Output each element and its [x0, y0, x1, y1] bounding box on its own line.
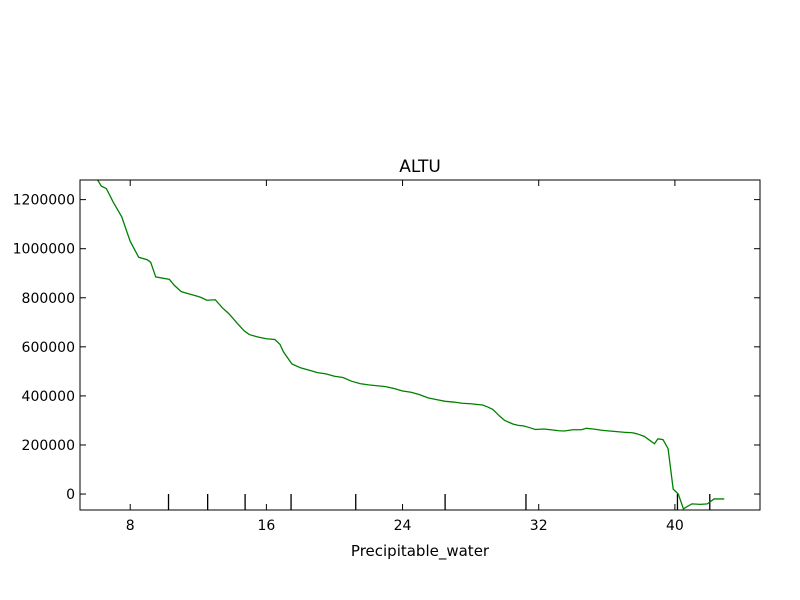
x-axis-label: Precipitable_water	[351, 542, 490, 561]
y-axis: 0 200000 400000 600000 800000 1000000 1200000	[13, 193, 760, 503]
y-tick-label: 0	[66, 487, 75, 503]
series-layer	[96, 180, 725, 510]
rug-ticks	[167, 494, 711, 510]
x-tick-label: 24	[394, 518, 412, 534]
y-tick-label: 800000	[22, 291, 75, 307]
y-tick-label: 1000000	[13, 242, 75, 258]
y-tick-label: 600000	[22, 340, 75, 356]
y-tick-label: 200000	[22, 438, 75, 454]
chart-title: ALTU	[399, 157, 441, 177]
x-tick-label: 32	[530, 518, 548, 534]
x-tick-label: 8	[126, 518, 135, 534]
series-line	[96, 180, 725, 510]
y-tick-label: 1200000	[13, 193, 75, 209]
x-tick-label: 16	[257, 518, 275, 534]
plot-frame	[79, 179, 761, 511]
y-tick-label: 400000	[22, 389, 75, 405]
x-tick-label: 40	[666, 518, 684, 534]
x-axis: 8 16 24 32 40	[126, 180, 684, 534]
